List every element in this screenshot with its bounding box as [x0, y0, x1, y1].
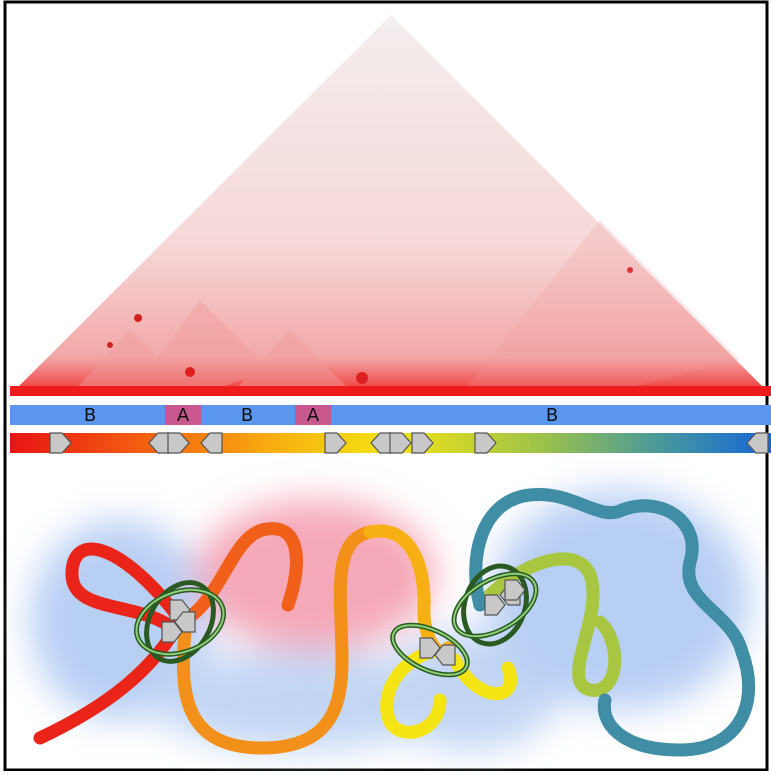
compartment-label: B [241, 405, 253, 426]
page: B A B A B [0, 0, 771, 771]
ctcf-track [10, 433, 771, 453]
compartment-label: B [84, 405, 96, 426]
compartment-label: A [307, 405, 320, 426]
compartment-track: B A B A B [10, 405, 771, 426]
compartment-label: B [546, 405, 558, 426]
hic-map [10, 15, 771, 396]
compartment-label: A [177, 405, 190, 426]
figure: B A B A B [0, 0, 771, 771]
chromatin-diagram [30, 490, 750, 750]
